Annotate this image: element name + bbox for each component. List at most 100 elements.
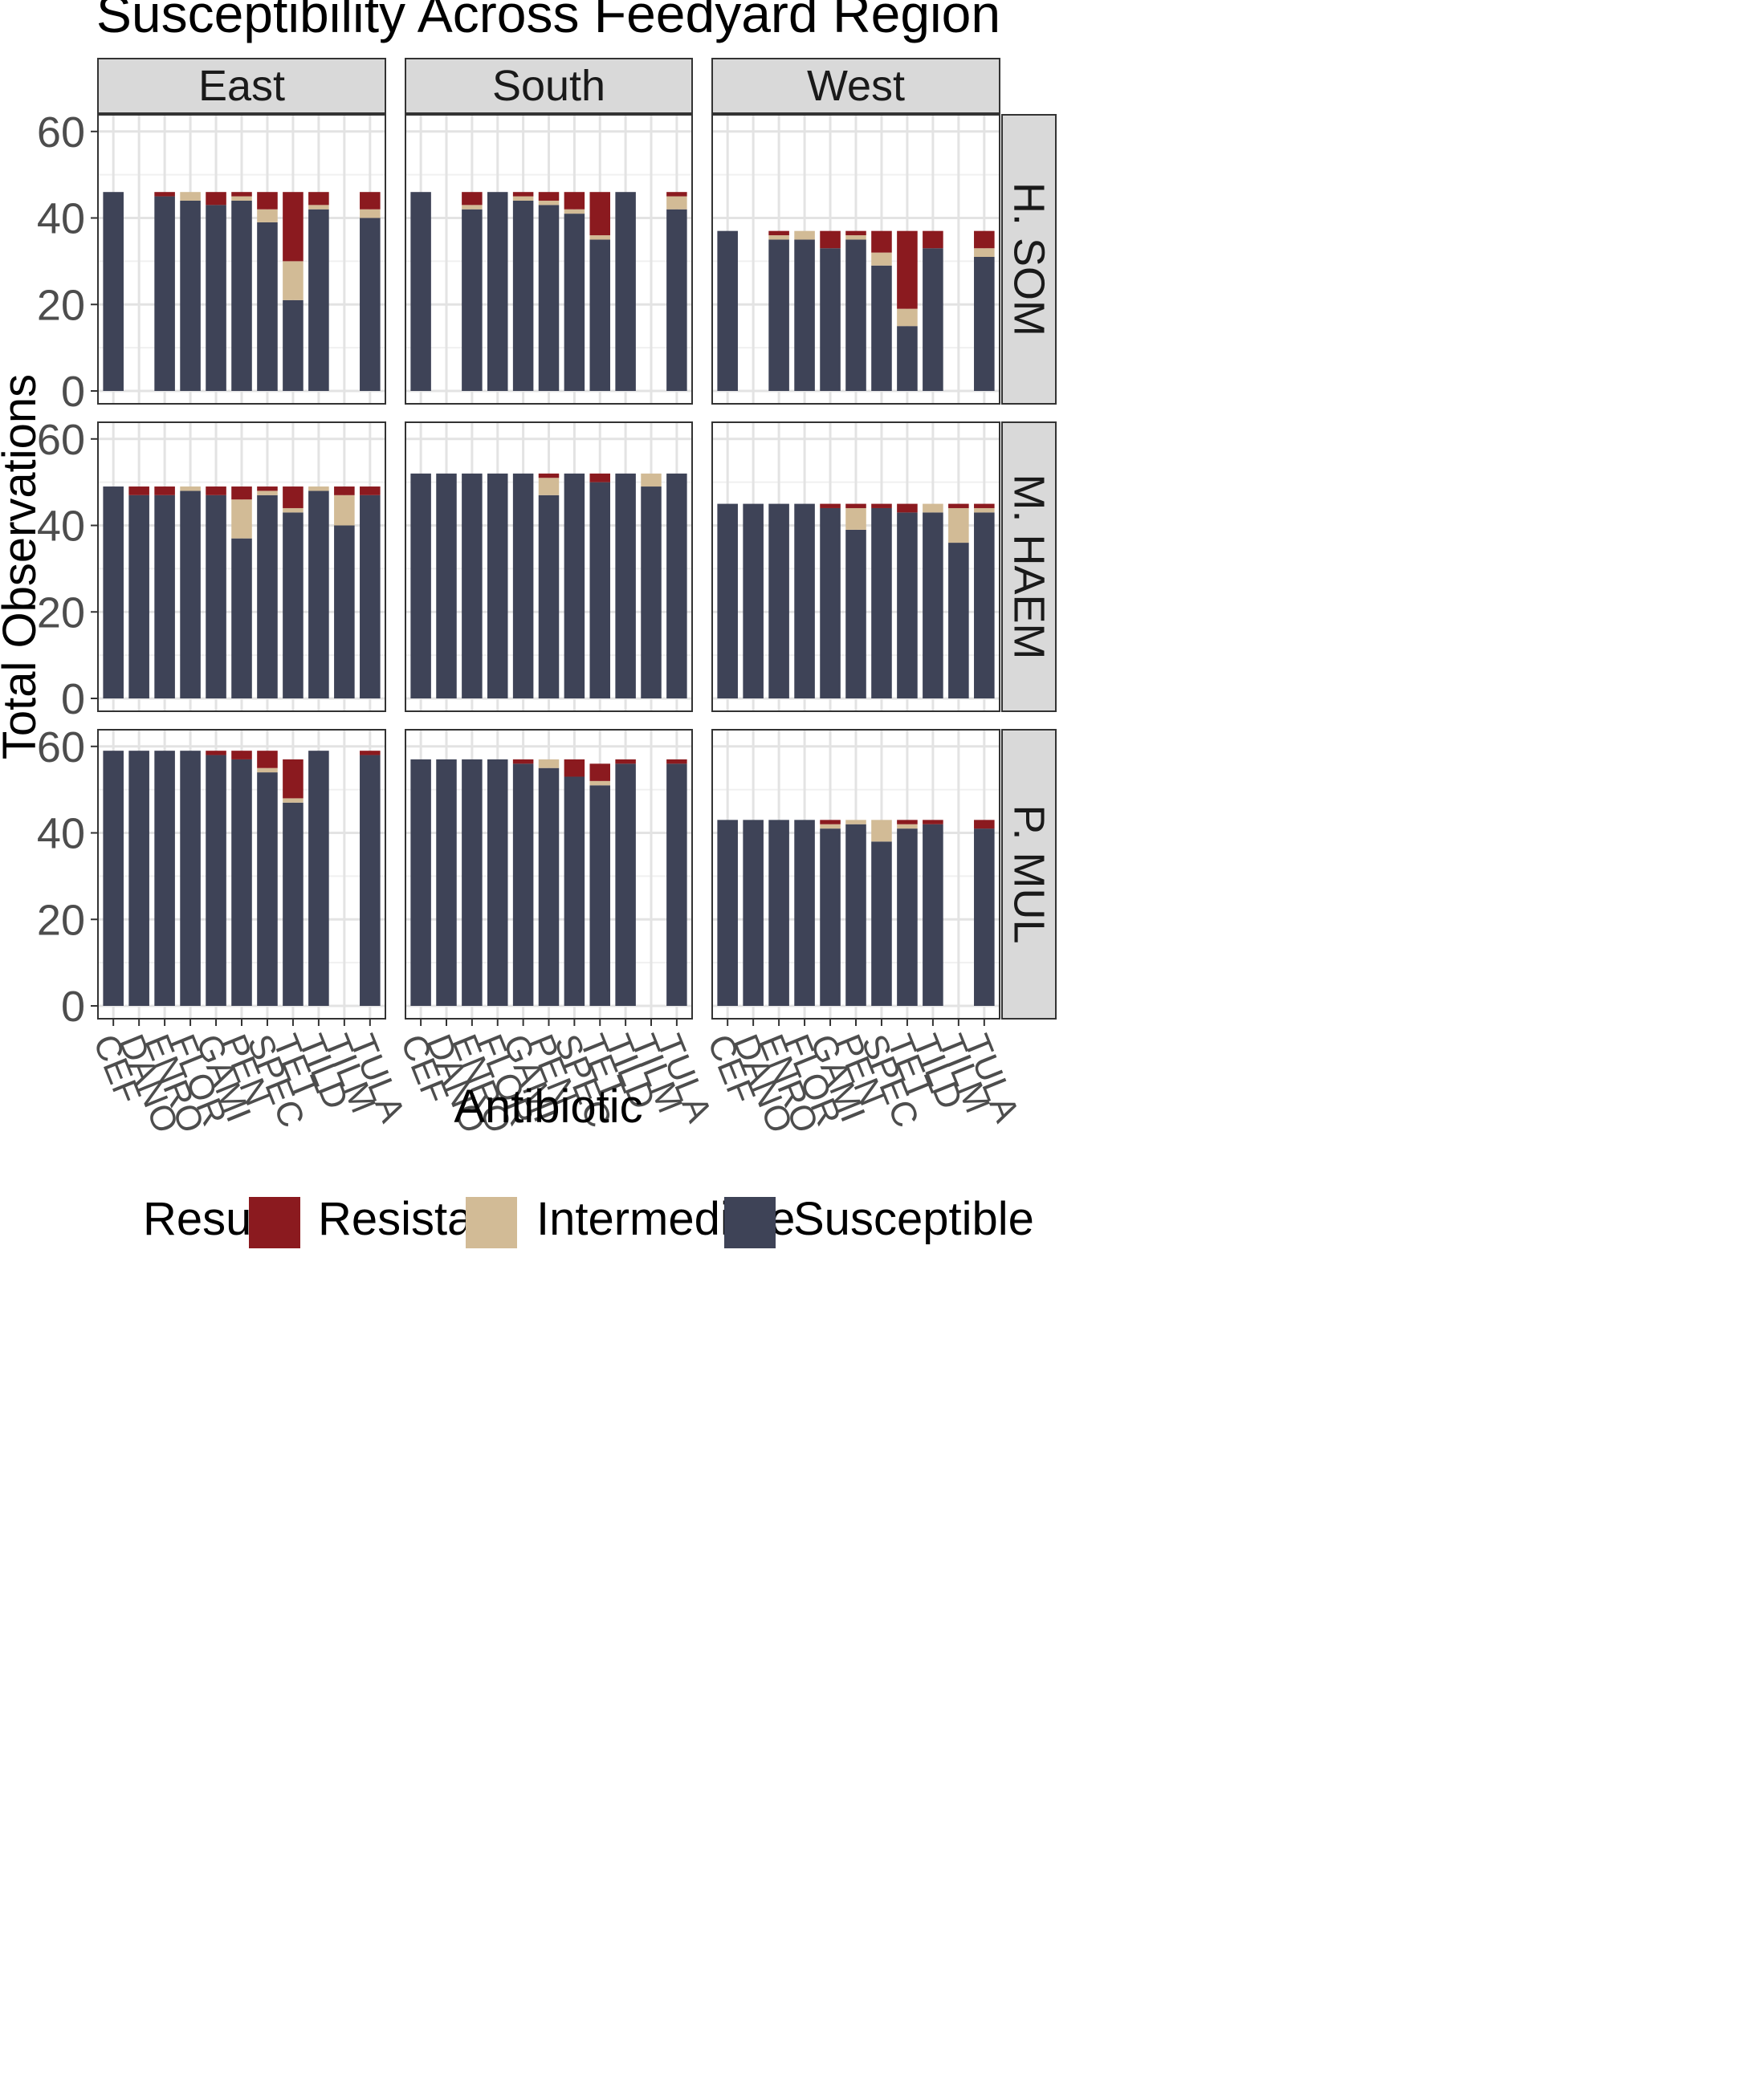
bar-south-h-som-tet-resistant bbox=[589, 192, 610, 236]
bar-west-m-haem-gami-susceptible bbox=[820, 507, 841, 698]
y-tick-label: 0 bbox=[61, 983, 85, 1031]
bar-west-p-mul-tet-intermediate bbox=[897, 824, 918, 829]
bar-east-m-haem-flor-intermediate bbox=[180, 486, 201, 491]
bar-east-h-som-spec-susceptible bbox=[257, 222, 278, 391]
y-tick-label: 60 bbox=[37, 416, 85, 464]
bar-west-p-mul-tula-susceptible bbox=[974, 828, 995, 1006]
bar-east-h-som-tild-intermediate bbox=[308, 205, 329, 210]
panel-east-m-haem bbox=[97, 421, 386, 712]
bar-west-h-som-tula-susceptible bbox=[974, 257, 995, 391]
legend-key-resistant bbox=[249, 1197, 300, 1248]
strip-label-east: East bbox=[198, 62, 285, 110]
y-axis-title: Total Observations bbox=[0, 374, 46, 759]
bar-east-m-haem-spec-resistant bbox=[257, 486, 278, 491]
bar-south-p-mul-tula-susceptible bbox=[666, 763, 687, 1006]
bar-east-p-mul-enro-susceptible bbox=[154, 751, 175, 1006]
bar-south-p-mul-spec-resistant bbox=[564, 759, 585, 777]
bar-east-h-som-spec-resistant bbox=[257, 192, 278, 210]
bar-east-h-som-pen-intermediate bbox=[231, 196, 252, 201]
bar-east-m-haem-spec-intermediate bbox=[257, 490, 278, 495]
y-tick-label: 0 bbox=[61, 675, 85, 723]
bar-west-m-haem-dano-susceptible bbox=[743, 503, 764, 698]
bar-west-h-som-pen-susceptible bbox=[845, 239, 866, 391]
bar-east-h-som-enro-resistant bbox=[154, 192, 175, 197]
bar-south-m-haem-tula-susceptible bbox=[666, 473, 687, 698]
bar-east-m-haem-spec-susceptible bbox=[257, 495, 278, 698]
bar-south-m-haem-tet-resistant bbox=[589, 473, 610, 482]
bar-east-p-mul-spec-intermediate bbox=[257, 767, 278, 773]
bar-south-m-haem-tilm-susceptible bbox=[641, 486, 662, 698]
bar-east-p-mul-cef-susceptible bbox=[103, 751, 124, 1006]
bar-west-m-haem-flor-susceptible bbox=[794, 503, 815, 698]
bar-west-m-haem-tet-resistant bbox=[897, 503, 918, 513]
bar-east-p-mul-spec-susceptible bbox=[257, 772, 278, 1006]
bar-east-m-haem-flor-susceptible bbox=[180, 490, 201, 698]
bar-west-h-som-spec-resistant bbox=[871, 230, 892, 253]
bar-east-p-mul-gami-susceptible bbox=[206, 755, 226, 1006]
bar-south-m-haem-tet-susceptible bbox=[589, 482, 610, 698]
bar-east-p-mul-dano-susceptible bbox=[128, 751, 149, 1006]
strip-south bbox=[405, 58, 693, 114]
bar-south-h-som-tild-susceptible bbox=[615, 192, 636, 391]
bar-east-h-som-gami-susceptible bbox=[206, 205, 226, 391]
bar-south-p-mul-tild-susceptible bbox=[615, 763, 636, 1006]
bar-east-p-mul-pen-susceptible bbox=[231, 759, 252, 1006]
bar-west-h-som-enro-susceptible bbox=[768, 239, 789, 391]
bar-east-h-som-flor-susceptible bbox=[180, 200, 201, 391]
bar-east-h-som-cef-susceptible bbox=[103, 192, 124, 391]
bar-south-h-som-pen-intermediate bbox=[538, 200, 560, 206]
bar-west-h-som-tula-intermediate bbox=[974, 248, 995, 257]
legend-key-susceptible bbox=[724, 1197, 776, 1248]
panel-south-m-haem bbox=[405, 421, 693, 712]
bar-west-h-som-tet-susceptible bbox=[897, 326, 918, 391]
bar-west-p-mul-flor-susceptible bbox=[794, 820, 815, 1006]
bar-west-h-som-gami-resistant bbox=[820, 230, 841, 249]
bar-west-m-haem-spec-susceptible bbox=[871, 507, 892, 698]
bar-west-m-haem-gami-resistant bbox=[820, 503, 841, 508]
bar-west-h-som-tild-susceptible bbox=[923, 248, 943, 391]
bar-west-h-som-flor-susceptible bbox=[794, 239, 815, 391]
bar-west-h-som-tet-intermediate bbox=[897, 308, 918, 327]
bar-west-h-som-pen-intermediate bbox=[845, 235, 866, 240]
bar-south-p-mul-spec-susceptible bbox=[564, 776, 585, 1006]
bar-east-m-haem-dano-susceptible bbox=[128, 495, 149, 698]
bar-west-h-som-spec-intermediate bbox=[871, 252, 892, 266]
bar-east-m-haem-pen-susceptible bbox=[231, 538, 252, 698]
bar-west-h-som-cef-susceptible bbox=[717, 230, 738, 391]
bar-west-h-som-gami-susceptible bbox=[820, 248, 841, 391]
bar-south-p-mul-pen-susceptible bbox=[538, 767, 560, 1006]
y-tick-label: 40 bbox=[37, 195, 85, 243]
bar-west-h-som-tet-resistant bbox=[897, 230, 918, 309]
panel-west-p-mul bbox=[711, 729, 1000, 1020]
bar-west-p-mul-gami-resistant bbox=[820, 820, 841, 824]
bar-east-h-som-tet-resistant bbox=[283, 192, 304, 262]
bar-south-p-mul-tet-intermediate bbox=[589, 780, 610, 786]
bar-east-m-haem-gami-susceptible bbox=[206, 495, 226, 698]
panel-east-m-haem-border bbox=[97, 421, 386, 712]
strip-m-haem bbox=[1001, 421, 1057, 712]
y-tick-label: 20 bbox=[37, 588, 85, 637]
bar-west-h-som-pen-resistant bbox=[845, 230, 866, 236]
bar-west-p-mul-tild-susceptible bbox=[923, 824, 943, 1006]
bar-south-m-haem-flor-susceptible bbox=[487, 473, 508, 698]
y-tick-label: 20 bbox=[37, 896, 85, 944]
strip-label-west: West bbox=[807, 62, 905, 110]
bar-south-p-mul-dano-susceptible bbox=[436, 759, 457, 1006]
bar-east-h-som-tula-intermediate bbox=[360, 209, 381, 218]
bar-east-p-mul-tula-resistant bbox=[360, 751, 381, 755]
bar-west-m-haem-tilm-intermediate bbox=[948, 507, 969, 543]
bar-west-p-mul-pen-intermediate bbox=[845, 820, 866, 824]
bar-east-h-som-tet-susceptible bbox=[283, 299, 304, 391]
chart-title: Susceptibility Across Feedyard Region bbox=[96, 0, 1000, 43]
bar-east-m-haem-tet-intermediate bbox=[283, 507, 304, 513]
bar-south-p-mul-tet-susceptible bbox=[589, 785, 610, 1006]
bar-east-m-haem-tilm-intermediate bbox=[334, 495, 355, 526]
bar-west-m-haem-pen-intermediate bbox=[845, 507, 866, 530]
bar-south-h-som-enro-resistant bbox=[462, 192, 483, 206]
bar-south-p-mul-pen-intermediate bbox=[538, 759, 560, 768]
bar-west-p-mul-spec-susceptible bbox=[871, 841, 892, 1006]
bar-east-m-haem-cef-susceptible bbox=[103, 486, 124, 698]
bar-east-h-som-tild-resistant bbox=[308, 192, 329, 206]
bar-east-m-haem-tild-susceptible bbox=[308, 490, 329, 698]
legend-label-susceptible: Susceptible bbox=[793, 1193, 1034, 1245]
